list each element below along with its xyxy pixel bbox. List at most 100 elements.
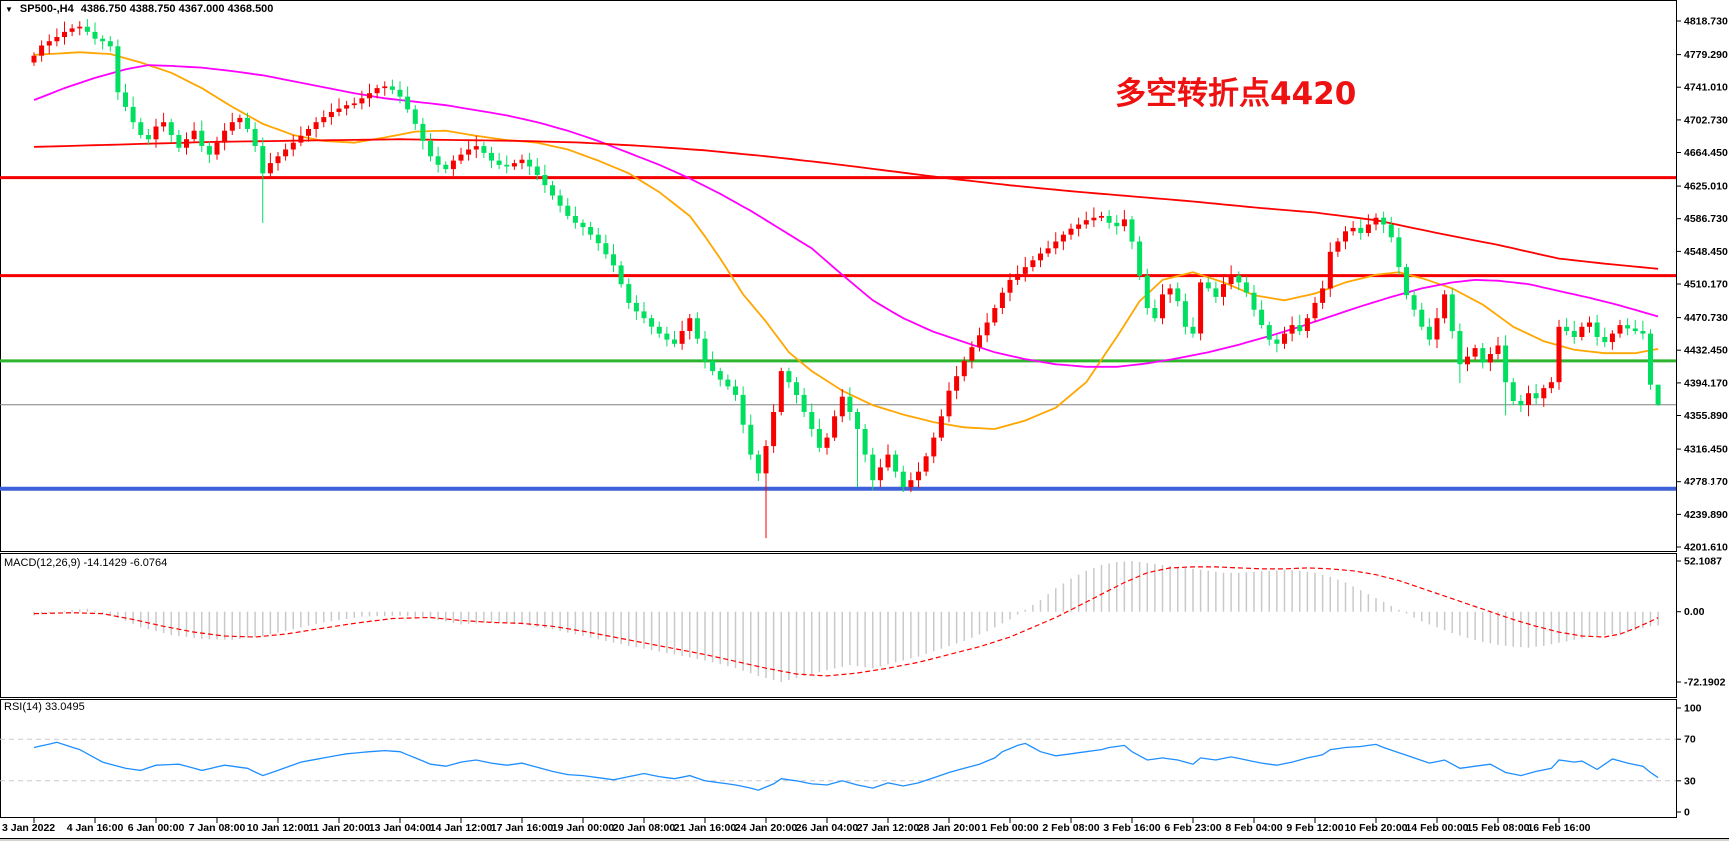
candle-body-up <box>511 163 517 167</box>
time-axis-label[interactable]: 27 Jan 12:00 <box>857 822 920 834</box>
time-axis-label[interactable]: 20 Jan 08:00 <box>613 822 676 834</box>
price-axis-label: 4510.170 <box>1684 279 1728 291</box>
candle-body-up <box>1442 294 1448 319</box>
time-axis-label[interactable]: 10 Feb 20:00 <box>1344 822 1407 834</box>
candle-body-down <box>550 185 555 196</box>
candle-body-up <box>1068 228 1074 235</box>
time-axis-label[interactable]: 6 Jan 00:00 <box>128 822 185 834</box>
time-axis-label[interactable]: 8 Feb 04:00 <box>1225 822 1282 834</box>
time-axis-label[interactable]: 16 Feb 16:00 <box>1527 822 1590 834</box>
panel-divider-rsi[interactable] <box>0 695 1677 699</box>
candle-body-down <box>1236 275 1242 283</box>
candle-body-down <box>405 96 411 110</box>
candle-body-up <box>519 159 525 164</box>
candle-body-down <box>481 146 487 153</box>
candle-body-down <box>1602 337 1608 343</box>
candle-body-down <box>1137 241 1143 276</box>
time-axis-label[interactable]: 19 Jan 00:00 <box>552 822 615 834</box>
candle-body-up <box>222 130 228 143</box>
candle-body-up <box>1541 388 1547 399</box>
level-badge-4635: 4635.000 <box>1681 172 1723 183</box>
candle-body-down <box>1259 309 1265 325</box>
candle-body-down <box>740 394 746 425</box>
candle-body-down <box>626 284 632 303</box>
macd-axis-label: 52.1087 <box>1684 556 1722 568</box>
time-axis-label[interactable]: 10 Jan 12:00 <box>247 822 310 834</box>
current-price-badge: 4368.500 <box>1681 399 1723 410</box>
symbol-dropdown-icon[interactable]: ▼ <box>5 4 13 14</box>
panel-divider-macd[interactable] <box>0 549 1677 553</box>
candle-body-down <box>786 371 792 383</box>
candle-body-up <box>938 416 944 438</box>
rsi-axis-label: 30 <box>1684 775 1696 787</box>
candle-body-up <box>336 108 342 112</box>
time-axis-label[interactable]: 3 Jan 2022 <box>2 822 55 834</box>
candle-body-down <box>1457 331 1463 365</box>
candle-body-up <box>999 292 1005 308</box>
candle-body-down <box>1533 393 1539 399</box>
time-axis-label[interactable]: 26 Jan 04:00 <box>796 822 859 834</box>
time-axis-label[interactable]: 6 Feb 23:00 <box>1164 822 1221 834</box>
macd-panel-border <box>0 553 1677 698</box>
candle-body-down <box>1266 325 1272 340</box>
candle-body-up <box>1350 227 1356 232</box>
rsi-axis-label: 100 <box>1684 703 1702 715</box>
candle-body-up <box>1304 318 1310 331</box>
candle-body-up <box>969 347 975 361</box>
candle-body-down <box>1411 295 1417 310</box>
time-axis-label[interactable]: 4 Jan 16:00 <box>67 822 124 834</box>
candle-body-up <box>473 146 479 150</box>
candle-body-down <box>428 141 433 157</box>
candle-body-down <box>1480 348 1486 363</box>
candle-body-up <box>1289 325 1295 334</box>
candle-body-down <box>603 243 609 255</box>
price-axis-label: 4316.450 <box>1684 444 1728 456</box>
candle-body-down <box>1114 222 1120 227</box>
time-axis-label[interactable]: 28 Jan 20:00 <box>918 822 981 834</box>
candle-body-down <box>397 89 403 97</box>
candle-body-down <box>672 339 677 344</box>
candle-body-up <box>283 149 289 157</box>
candle-body-down <box>489 152 494 161</box>
time-axis-label[interactable]: 14 Feb 00:00 <box>1405 822 1468 834</box>
candle-body-down <box>1571 331 1577 337</box>
time-axis-label[interactable]: 14 Jan 12:00 <box>430 822 493 834</box>
price-axis-label: 4702.730 <box>1684 114 1728 126</box>
rsi-panel-border <box>0 699 1677 818</box>
candle-body-up <box>161 122 167 127</box>
candle-body-down <box>1510 382 1516 401</box>
candle-body-down <box>748 424 754 455</box>
time-axis-label[interactable]: 1 Feb 00:00 <box>981 822 1038 834</box>
candle-body-down <box>420 123 426 141</box>
candle-body-up <box>839 396 845 417</box>
time-axis-label[interactable]: 13 Jan 04:00 <box>369 822 432 834</box>
candle-body-up <box>1160 294 1165 319</box>
time-axis-label[interactable]: 2 Feb 08:00 <box>1042 822 1099 834</box>
candle-body-up <box>298 135 304 143</box>
candle-body-up <box>1221 284 1226 297</box>
time-axis-label[interactable]: 15 Feb 08:00 <box>1466 822 1529 834</box>
candle-body-up <box>1121 219 1127 227</box>
candle-body-down <box>1274 339 1280 344</box>
time-axis-label[interactable]: 17 Jan 16:00 <box>491 822 554 834</box>
macd-signal-line <box>33 566 1659 677</box>
time-axis-label[interactable]: 11 Jan 20:00 <box>308 822 370 834</box>
candle-body-up <box>450 160 456 170</box>
candle-body-down <box>595 234 601 244</box>
candle-body-up <box>214 142 220 155</box>
chart-annotation-text[interactable]: 多空转折点4420 <box>1115 76 1357 112</box>
candle-body-up <box>1198 282 1204 334</box>
time-axis-label[interactable]: 3 Feb 16:00 <box>1103 822 1160 834</box>
candle-body-up <box>1091 217 1097 221</box>
price-axis-label: 4239.890 <box>1684 509 1728 521</box>
time-axis-label[interactable]: 24 Jan 20:00 <box>735 822 798 834</box>
candle-body-up <box>1038 253 1043 261</box>
time-axis-label[interactable]: 9 Feb 12:00 <box>1286 822 1343 834</box>
candle-body-up <box>1007 279 1013 293</box>
candle-body-up <box>916 471 921 481</box>
candle-body-up <box>1099 216 1104 218</box>
time-axis-label[interactable]: 21 Jan 16:00 <box>674 822 737 834</box>
time-axis-label[interactable]: 7 Jan 08:00 <box>189 822 246 834</box>
candle-body-down <box>1503 345 1509 383</box>
